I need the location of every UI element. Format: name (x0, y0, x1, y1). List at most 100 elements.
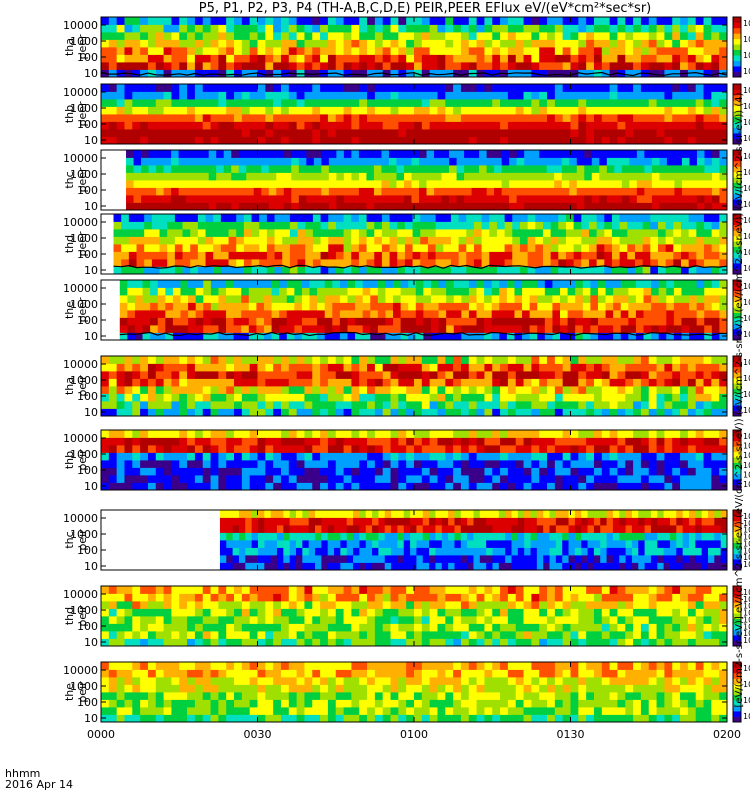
heatmap-cell (570, 371, 579, 379)
heatmap-cell (429, 475, 438, 483)
heatmap-cell (586, 482, 595, 491)
heatmap-cell (305, 221, 314, 230)
heatmap-cell (236, 221, 245, 230)
heatmap-cell (116, 460, 125, 468)
heatmap-cell (289, 214, 298, 222)
heatmap-cell (620, 280, 629, 288)
heatmap-cell (393, 287, 402, 296)
heatmap-cell (633, 408, 642, 417)
heatmap-cell (617, 393, 626, 402)
heatmap-cell (155, 62, 164, 70)
heatmap-cell (280, 408, 290, 417)
heatmap-cell (271, 310, 280, 318)
heatmap-cell (426, 202, 435, 211)
heatmap-cell (703, 482, 712, 491)
heatmap-cell (155, 452, 164, 461)
heatmap-cell (273, 475, 282, 483)
heatmap-cell (704, 187, 713, 196)
heatmap-cell (445, 467, 454, 476)
heatmap-cell (274, 236, 283, 245)
heatmap-cell (171, 129, 180, 137)
heatmap-cell (144, 236, 153, 245)
heatmap-cell (527, 251, 536, 260)
heatmap-cell (296, 39, 305, 48)
heatmap-cell (163, 467, 172, 476)
heatmap-cell (141, 202, 149, 211)
colorbar-segment (733, 473, 741, 480)
heatmap-cell (210, 460, 219, 468)
heatmap-cell (535, 244, 544, 252)
heatmap-cell (133, 157, 142, 166)
heatmap-cell (539, 460, 548, 468)
heatmap-cell (127, 325, 136, 333)
heatmap-cell (476, 84, 485, 92)
heatmap-cell (659, 150, 668, 158)
heatmap-cell (327, 17, 337, 25)
heatmap-cell (476, 482, 485, 491)
heatmap-cell (719, 371, 728, 379)
heatmap-cell (249, 430, 258, 438)
heatmap-cell (362, 295, 371, 303)
heatmap-cell (190, 251, 199, 260)
heatmap-cell (291, 180, 300, 188)
heatmap-cell (388, 195, 397, 203)
heatmap-cell (680, 47, 689, 55)
heatmap-cell (664, 401, 673, 409)
heatmap-cell (347, 295, 356, 303)
heatmap-cell (335, 32, 344, 40)
heatmap-cell (306, 165, 315, 173)
heatmap-cell (218, 437, 227, 446)
heatmap-cell (523, 136, 532, 145)
heatmap-cell (367, 475, 376, 483)
heatmap-cell (241, 317, 250, 326)
heatmap-cell (171, 393, 180, 402)
heatmap-cell (719, 214, 728, 222)
heatmap-cell (124, 84, 133, 92)
heatmap-cell (400, 302, 409, 311)
heatmap-cell (711, 393, 720, 402)
heatmap-cell (437, 378, 446, 387)
heatmap-cell (228, 251, 237, 260)
heatmap-cell (578, 467, 587, 476)
heatmap-cell (174, 229, 183, 237)
heatmap-cell (358, 157, 367, 166)
heatmap-cell (719, 437, 728, 446)
heatmap-cell (509, 187, 518, 196)
heatmap-cell (210, 467, 219, 476)
heatmap-cell (471, 165, 480, 173)
heatmap-cell (334, 540, 341, 548)
heatmap-cell (515, 482, 524, 491)
colorbar-segment (733, 55, 741, 61)
heatmap-cell (116, 114, 125, 122)
heatmap-cell (372, 555, 379, 563)
heatmap-cell (426, 157, 435, 166)
heatmap-cell (664, 460, 673, 468)
heatmap-cell (633, 475, 642, 483)
heatmap-cell (124, 482, 133, 491)
heatmap-cell (179, 393, 188, 402)
heatmap-cell (450, 236, 459, 245)
heatmap-cell (445, 378, 454, 387)
heatmap-cell (167, 229, 176, 237)
heatmap-cell (484, 437, 493, 446)
heatmap-cell (578, 32, 587, 40)
heatmap-cell (666, 287, 675, 296)
heatmap-cell (190, 214, 199, 222)
heatmap-cell (613, 332, 622, 341)
heatmap-cell (351, 259, 360, 267)
heatmap-cell (554, 401, 564, 409)
heatmap-cell (359, 540, 367, 548)
heatmap-cell (711, 302, 720, 311)
heatmap-cell (696, 302, 705, 311)
heatmap-cell (296, 532, 303, 541)
heatmap-cell (547, 106, 556, 115)
heatmap-cell (640, 84, 650, 92)
heatmap-cell (163, 150, 172, 158)
heatmap-cell (666, 150, 675, 158)
heatmap-cell (320, 244, 329, 252)
heatmap-cell (362, 302, 371, 311)
heatmap-cell (226, 99, 235, 107)
heatmap-cell (539, 91, 548, 100)
heatmap-cell (327, 467, 337, 476)
heatmap-cell (174, 251, 183, 260)
